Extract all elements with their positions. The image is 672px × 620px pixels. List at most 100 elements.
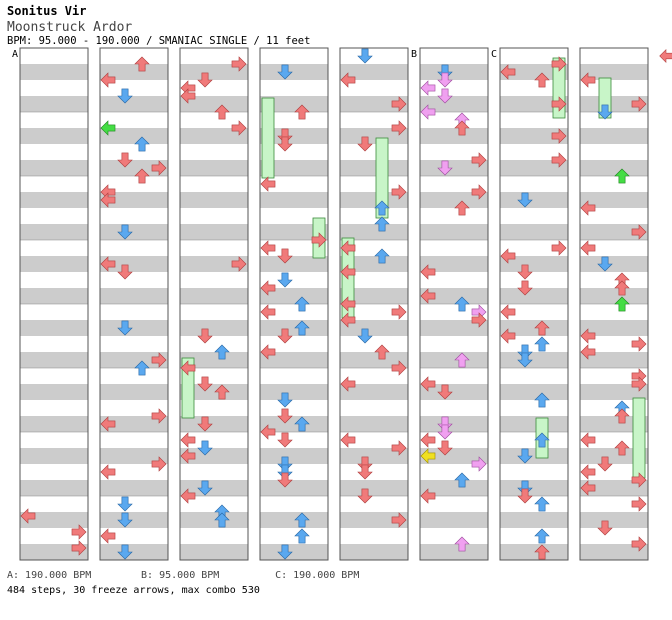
chart-column xyxy=(579,47,649,561)
beat-stripe xyxy=(580,320,648,336)
beat-stripe xyxy=(340,96,408,112)
beat-stripe xyxy=(580,128,648,144)
beat-stripe xyxy=(100,544,168,560)
beat-stripe xyxy=(580,64,648,80)
left-arrow-icon xyxy=(659,49,672,63)
beat-stripe xyxy=(100,64,168,80)
beat-stripe xyxy=(500,64,568,80)
beat-stripe xyxy=(180,64,248,80)
column-border xyxy=(419,47,489,561)
artist-name: Sonitus Vir xyxy=(7,4,87,18)
chart-column xyxy=(339,47,409,561)
freeze-arrow-icon xyxy=(632,397,646,479)
beat-stripe xyxy=(340,224,408,240)
column-border xyxy=(579,47,649,561)
beat-stripe xyxy=(500,384,568,400)
beat-stripe xyxy=(180,480,248,496)
beat-stripe xyxy=(420,288,488,304)
song-title: Moonstruck Ardor xyxy=(7,20,133,35)
beat-stripe xyxy=(260,160,328,176)
beat-stripe xyxy=(100,416,168,432)
beat-stripe xyxy=(180,320,248,336)
beat-stripe xyxy=(260,480,328,496)
beat-stripe xyxy=(500,352,568,368)
beat-stripe xyxy=(260,320,328,336)
beat-stripe xyxy=(20,544,88,560)
beat-stripe xyxy=(340,128,408,144)
chart-column xyxy=(19,47,89,561)
beat-stripe xyxy=(340,192,408,208)
beat-stripe xyxy=(260,352,328,368)
bpm-legend-c: C: 190.000 BPM xyxy=(275,570,360,581)
beat-stripe xyxy=(580,448,648,464)
beat-stripe xyxy=(100,480,168,496)
beat-stripe xyxy=(580,224,648,240)
beat-stripe xyxy=(260,224,328,240)
beat-stripe xyxy=(500,288,568,304)
column-border xyxy=(499,47,569,561)
bpm-legend-b: B: 95.000 BPM xyxy=(141,570,220,581)
beat-stripe xyxy=(100,224,168,240)
beat-stripe xyxy=(180,352,248,368)
freeze-arrow-icon xyxy=(181,357,195,419)
beat-stripe xyxy=(100,128,168,144)
beat-stripe xyxy=(20,128,88,144)
beat-stripe xyxy=(260,416,328,432)
beat-stripe xyxy=(500,416,568,432)
beat-stripe xyxy=(340,320,408,336)
beat-stripe xyxy=(580,96,648,112)
bpm-legend-a: A: 190.000 BPM xyxy=(7,570,92,581)
beat-stripe xyxy=(500,480,568,496)
beat-stripe xyxy=(420,480,488,496)
freeze-arrow-icon xyxy=(261,97,275,179)
beat-stripe xyxy=(20,384,88,400)
beat-stripe xyxy=(420,512,488,528)
beat-stripe xyxy=(420,96,488,112)
beat-stripe xyxy=(340,448,408,464)
beat-stripe xyxy=(580,192,648,208)
beat-stripe xyxy=(500,128,568,144)
beat-stripe xyxy=(500,320,568,336)
beat-stripe xyxy=(340,352,408,368)
beat-stripe xyxy=(340,480,408,496)
beat-stripe xyxy=(420,224,488,240)
beat-stripe xyxy=(20,416,88,432)
beat-stripe xyxy=(20,448,88,464)
beat-stripe xyxy=(260,512,328,528)
section-marker: A xyxy=(12,49,18,60)
beat-stripe xyxy=(20,160,88,176)
beat-stripe xyxy=(260,544,328,560)
beat-stripe xyxy=(500,96,568,112)
beat-stripe xyxy=(20,512,88,528)
beat-stripe xyxy=(100,256,168,272)
chart-column xyxy=(99,47,169,561)
beat-stripe xyxy=(580,480,648,496)
beat-stripe xyxy=(580,288,648,304)
beat-stripe xyxy=(180,448,248,464)
beat-stripe xyxy=(20,64,88,80)
beat-stripe xyxy=(420,128,488,144)
beat-stripe xyxy=(500,448,568,464)
beat-stripe xyxy=(420,64,488,80)
beat-stripe xyxy=(500,512,568,528)
beat-stripe xyxy=(260,384,328,400)
beat-stripe xyxy=(340,384,408,400)
beat-stripe xyxy=(100,288,168,304)
beat-stripe xyxy=(500,192,568,208)
beat-stripe xyxy=(100,192,168,208)
beat-stripe xyxy=(20,96,88,112)
beat-stripe xyxy=(260,448,328,464)
section-marker: C xyxy=(491,49,497,60)
beat-stripe xyxy=(340,416,408,432)
beat-stripe xyxy=(420,320,488,336)
beat-stripe xyxy=(580,544,648,560)
beat-stripe xyxy=(180,416,248,432)
beat-stripe xyxy=(180,160,248,176)
beat-stripe xyxy=(580,416,648,432)
beat-stripe xyxy=(420,544,488,560)
beat-stripe xyxy=(420,384,488,400)
beat-stripe xyxy=(420,160,488,176)
beat-stripe xyxy=(180,384,248,400)
beat-stripe xyxy=(340,64,408,80)
